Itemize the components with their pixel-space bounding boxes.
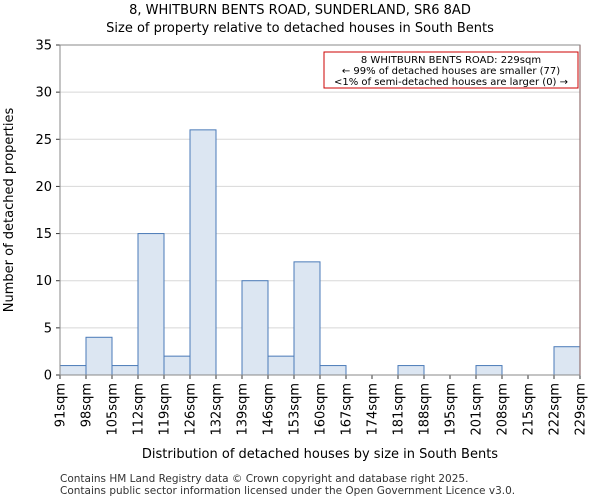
x-tick-label: 195sqm: [444, 383, 459, 436]
plot-area: [59, 44, 581, 376]
bar-112sqm: [137, 233, 165, 376]
x-tick-label: 229sqm: [574, 383, 589, 436]
bar-153sqm: [293, 261, 321, 376]
x-tick-label: 222sqm: [548, 383, 563, 436]
chart-title: 8, WHITBURN BENTS ROAD, SUNDERLAND, SR6 …: [129, 3, 471, 18]
chart-subtitle: Size of property relative to detached ho…: [106, 21, 494, 36]
bar-201sqm: [475, 365, 503, 376]
footer-line-1: Contains HM Land Registry data © Crown c…: [60, 473, 468, 485]
y-tick-label: 20: [35, 180, 52, 195]
bar-91sqm: [59, 365, 87, 376]
annotation-line-1: 8 WHITBURN BENTS ROAD: 229sqm: [361, 55, 541, 66]
x-axis-ticks: 91sqm 98sqm 105sqm 112sqm 119sqm 126sqm 132sqm…: [54, 375, 589, 436]
y-tick-label: 35: [35, 39, 52, 54]
x-tick-label: 139sqm: [236, 383, 251, 436]
bar-160sqm: [319, 365, 347, 376]
bar-126sqm: [189, 129, 217, 376]
x-axis-label: Distribution of detached houses by size …: [142, 447, 498, 462]
bar-146sqm: [267, 355, 295, 376]
x-tick-label: 174sqm: [366, 383, 381, 436]
annotation-line-2: ← 99% of detached houses are smaller (77…: [342, 66, 560, 77]
x-tick-label: 201sqm: [470, 383, 485, 436]
y-tick-label: 25: [35, 133, 52, 148]
annotation-frame: [323, 51, 579, 89]
x-tick-label: 119sqm: [158, 383, 173, 436]
bar-119sqm: [163, 355, 191, 376]
x-tick-label: 181sqm: [392, 383, 407, 436]
y-tick-label: 5: [44, 321, 52, 336]
y-axis-label: Number of detached properties: [2, 108, 17, 313]
annotation-line-3: <1% of semi-detached houses are larger (…: [334, 77, 568, 88]
x-tick-label: 126sqm: [184, 383, 199, 436]
annotation-box: 8 WHITBURN BENTS ROAD: 229sqm ← 99% of d…: [323, 51, 579, 89]
bar-139sqm: [241, 280, 269, 376]
bar-98sqm: [85, 336, 113, 376]
y-tick-label: 0: [44, 369, 52, 384]
x-tick-label: 105sqm: [106, 383, 121, 436]
y-tick-label: 10: [35, 274, 52, 289]
bar-181sqm: [397, 365, 425, 376]
x-tick-label: 112sqm: [132, 383, 147, 436]
x-tick-label: 160sqm: [314, 383, 329, 436]
bar-222sqm: [553, 346, 581, 376]
x-tick-label: 98sqm: [80, 383, 95, 427]
y-tick-label: 15: [35, 227, 52, 242]
bar-105sqm: [111, 365, 139, 376]
y-tick-label: 30: [35, 86, 52, 101]
x-tick-label: 208sqm: [496, 383, 511, 436]
x-tick-label: 188sqm: [418, 383, 433, 436]
y-axis-ticks: 0 5 10 15 20 25 30 35: [35, 39, 60, 384]
x-tick-label: 153sqm: [288, 383, 303, 436]
x-tick-label: 91sqm: [54, 383, 69, 427]
bars: [59, 129, 581, 376]
x-tick-label: 132sqm: [210, 383, 225, 436]
x-tick-label: 146sqm: [262, 383, 277, 436]
x-tick-label: 167sqm: [340, 383, 355, 436]
footer-line-2: Contains public sector information licen…: [60, 485, 515, 497]
x-tick-label: 215sqm: [522, 383, 537, 436]
